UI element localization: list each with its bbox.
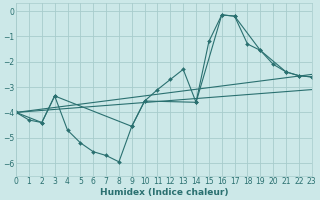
- X-axis label: Humidex (Indice chaleur): Humidex (Indice chaleur): [100, 188, 228, 197]
